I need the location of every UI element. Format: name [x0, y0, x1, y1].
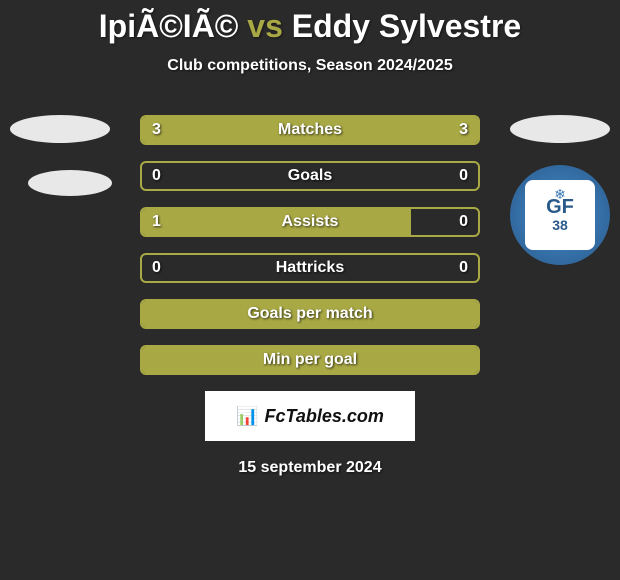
comparison-chart: ❄ GF 38 3 Matches 3 0 Goals 0 1 Assists …: [0, 115, 620, 477]
bar-label: Goals per match: [142, 301, 478, 327]
bar-row-goals: 0 Goals 0: [140, 161, 480, 191]
player1-badge-1: [10, 115, 110, 143]
club-badge-inner: ❄ GF 38: [525, 180, 595, 250]
player2-club-badge: ❄ GF 38: [510, 165, 610, 265]
bar-label: Min per goal: [142, 347, 478, 373]
watermark-text: FcTables.com: [265, 406, 384, 427]
bar-label: Matches: [142, 117, 478, 143]
bar-value-right: 0: [459, 209, 468, 235]
player2-badge-1: [510, 115, 610, 143]
club-number: 38: [552, 217, 568, 233]
snowflake-icon: ❄: [554, 186, 566, 203]
title-player1: IpiÃ©IÃ©: [99, 8, 239, 44]
page-title: IpiÃ©IÃ© vs Eddy Sylvestre: [0, 0, 620, 45]
footer-date: 15 september 2024: [0, 459, 620, 477]
bar-row-assists: 1 Assists 0: [140, 207, 480, 237]
chart-icon: 📊: [236, 406, 258, 427]
bars-container: 3 Matches 3 0 Goals 0 1 Assists 0 0 Hatt…: [140, 115, 480, 375]
watermark: 📊 FcTables.com: [205, 391, 415, 441]
player1-badge-2: [28, 170, 112, 196]
bar-row-hattricks: 0 Hattricks 0: [140, 253, 480, 283]
bar-value-right: 0: [459, 163, 468, 189]
bar-label: Assists: [142, 209, 478, 235]
bar-value-right: 3: [459, 117, 468, 143]
bar-value-right: 0: [459, 255, 468, 281]
subtitle: Club competitions, Season 2024/2025: [0, 57, 620, 75]
bar-row-min-per-goal: Min per goal: [140, 345, 480, 375]
bar-row-goals-per-match: Goals per match: [140, 299, 480, 329]
bar-label: Hattricks: [142, 255, 478, 281]
title-player2: Eddy Sylvestre: [292, 8, 521, 44]
title-vs: vs: [247, 8, 283, 44]
bar-row-matches: 3 Matches 3: [140, 115, 480, 145]
bar-label: Goals: [142, 163, 478, 189]
